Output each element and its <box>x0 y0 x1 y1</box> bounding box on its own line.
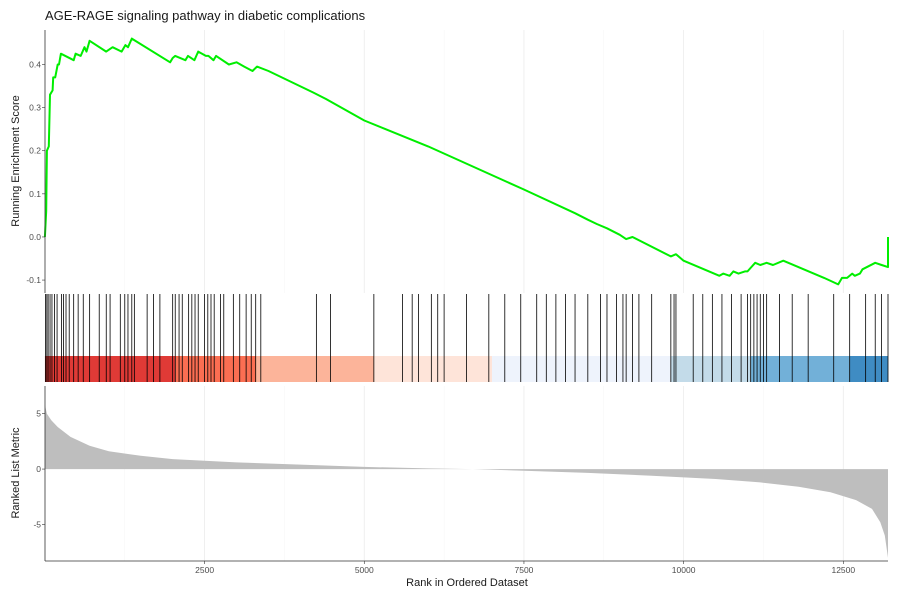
axes: -0.1 0.0 0.1 0.2 0.3 0.4 -5 0 5 2500 5000 7500 10000… <box>26 30 888 575</box>
rank-color-band <box>750 356 850 382</box>
x-tick-label: 12500 <box>831 565 855 575</box>
y-tick-label: 0.2 <box>29 146 41 156</box>
rank-color-band <box>255 356 374 382</box>
y-tick-label: 5 <box>36 409 41 419</box>
y-tick-label: 0.3 <box>29 103 41 113</box>
rank-color-band <box>175 356 256 382</box>
rank-color-band <box>492 356 671 382</box>
y-tick-label: 0.4 <box>29 59 41 69</box>
y-tick-label: 0 <box>36 464 41 474</box>
y-tick-label: -5 <box>33 519 41 529</box>
running-score-ylabel: Running Enrichment Score <box>10 95 22 226</box>
rank-color-band <box>849 356 888 382</box>
y-tick-label: 0.0 <box>29 232 41 242</box>
x-tick-label: 7500 <box>514 565 533 575</box>
x-tick-label: 5000 <box>355 565 374 575</box>
running-score-panel <box>43 37 889 286</box>
running-score-line <box>43 37 889 286</box>
y-tick-label: -0.1 <box>26 275 41 285</box>
rank-color-band <box>670 356 751 382</box>
x-axis-label: Rank in Ordered Dataset <box>406 577 528 589</box>
grid-lines <box>124 30 844 561</box>
ranked-metric-panel <box>44 404 888 558</box>
chart-title: AGE-RAGE signaling pathway in diabetic c… <box>45 8 366 23</box>
ranked-metric-ylabel: Ranked List Metric <box>10 427 22 519</box>
x-tick-label: 2500 <box>195 565 214 575</box>
ranked-metric-area <box>44 404 888 558</box>
rank-color-band <box>373 356 493 382</box>
gene-hits-panel <box>44 294 889 382</box>
y-tick-label: 0.1 <box>29 189 41 199</box>
x-tick-label: 10000 <box>672 565 696 575</box>
